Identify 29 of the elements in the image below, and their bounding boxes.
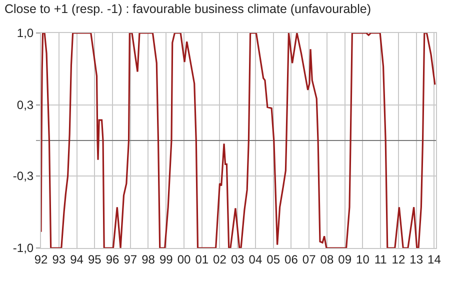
y-tick-label: 0,3 bbox=[16, 98, 34, 112]
x-tick-label: 98 bbox=[142, 252, 156, 266]
x-tick-label: 06 bbox=[284, 252, 298, 266]
x-tick-label: 04 bbox=[248, 252, 262, 266]
x-tick-label: 11 bbox=[374, 252, 388, 266]
x-tick-label: 97 bbox=[124, 252, 138, 266]
x-tick-label: 07 bbox=[302, 252, 316, 266]
x-tick-label: 08 bbox=[320, 252, 334, 266]
y-tick-label: 1,0 bbox=[16, 26, 34, 40]
x-tick-label: 05 bbox=[266, 252, 280, 266]
x-tick-label: 02 bbox=[213, 252, 227, 266]
x-tick-label: 93 bbox=[52, 252, 66, 266]
x-tick-label: 01 bbox=[195, 252, 209, 266]
x-tick-label: 95 bbox=[88, 252, 102, 266]
x-tick-label: 94 bbox=[70, 252, 84, 266]
x-tick-label: 96 bbox=[106, 252, 120, 266]
x-tick-label: 14 bbox=[428, 252, 442, 266]
x-tick-label: 13 bbox=[410, 252, 424, 266]
x-tick-label: 92 bbox=[34, 252, 48, 266]
chart-title: Close to +1 (resp. -1) : favourable business climate (unfavourable) bbox=[4, 2, 371, 16]
x-tick-label: 10 bbox=[356, 252, 370, 266]
y-tick-label: -1,0 bbox=[12, 241, 34, 256]
line-series bbox=[41, 33, 436, 248]
x-tick-label: 12 bbox=[392, 252, 406, 266]
x-tick-label: 09 bbox=[338, 252, 352, 266]
x-tick-label: 03 bbox=[230, 252, 245, 266]
x-tick-label: 00 bbox=[177, 252, 191, 266]
x-tick-label: 99 bbox=[159, 252, 174, 266]
y-tick-label: -0,3 bbox=[12, 169, 34, 184]
